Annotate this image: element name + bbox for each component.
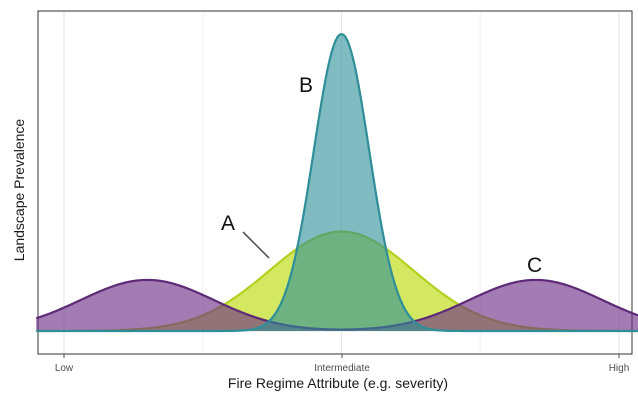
label-b: B	[299, 74, 313, 97]
label-a: A	[221, 212, 235, 235]
x-tick-label-intermediate: Intermediate	[314, 363, 370, 374]
series-b-line	[36, 32, 638, 333]
label-a-pointer	[242, 231, 270, 259]
series-b-area	[36, 34, 638, 331]
label-c: C	[527, 254, 542, 277]
curves	[35, 32, 638, 333]
x-tick-label-low: Low	[55, 363, 74, 374]
y-axis-title: Landscape Prevalence	[11, 119, 27, 262]
x-tick-label-high: High	[609, 363, 630, 374]
x-axis-title: Fire Regime Attribute (e.g. severity)	[228, 375, 448, 391]
x-ticks: Low Intermediate High	[55, 354, 629, 374]
